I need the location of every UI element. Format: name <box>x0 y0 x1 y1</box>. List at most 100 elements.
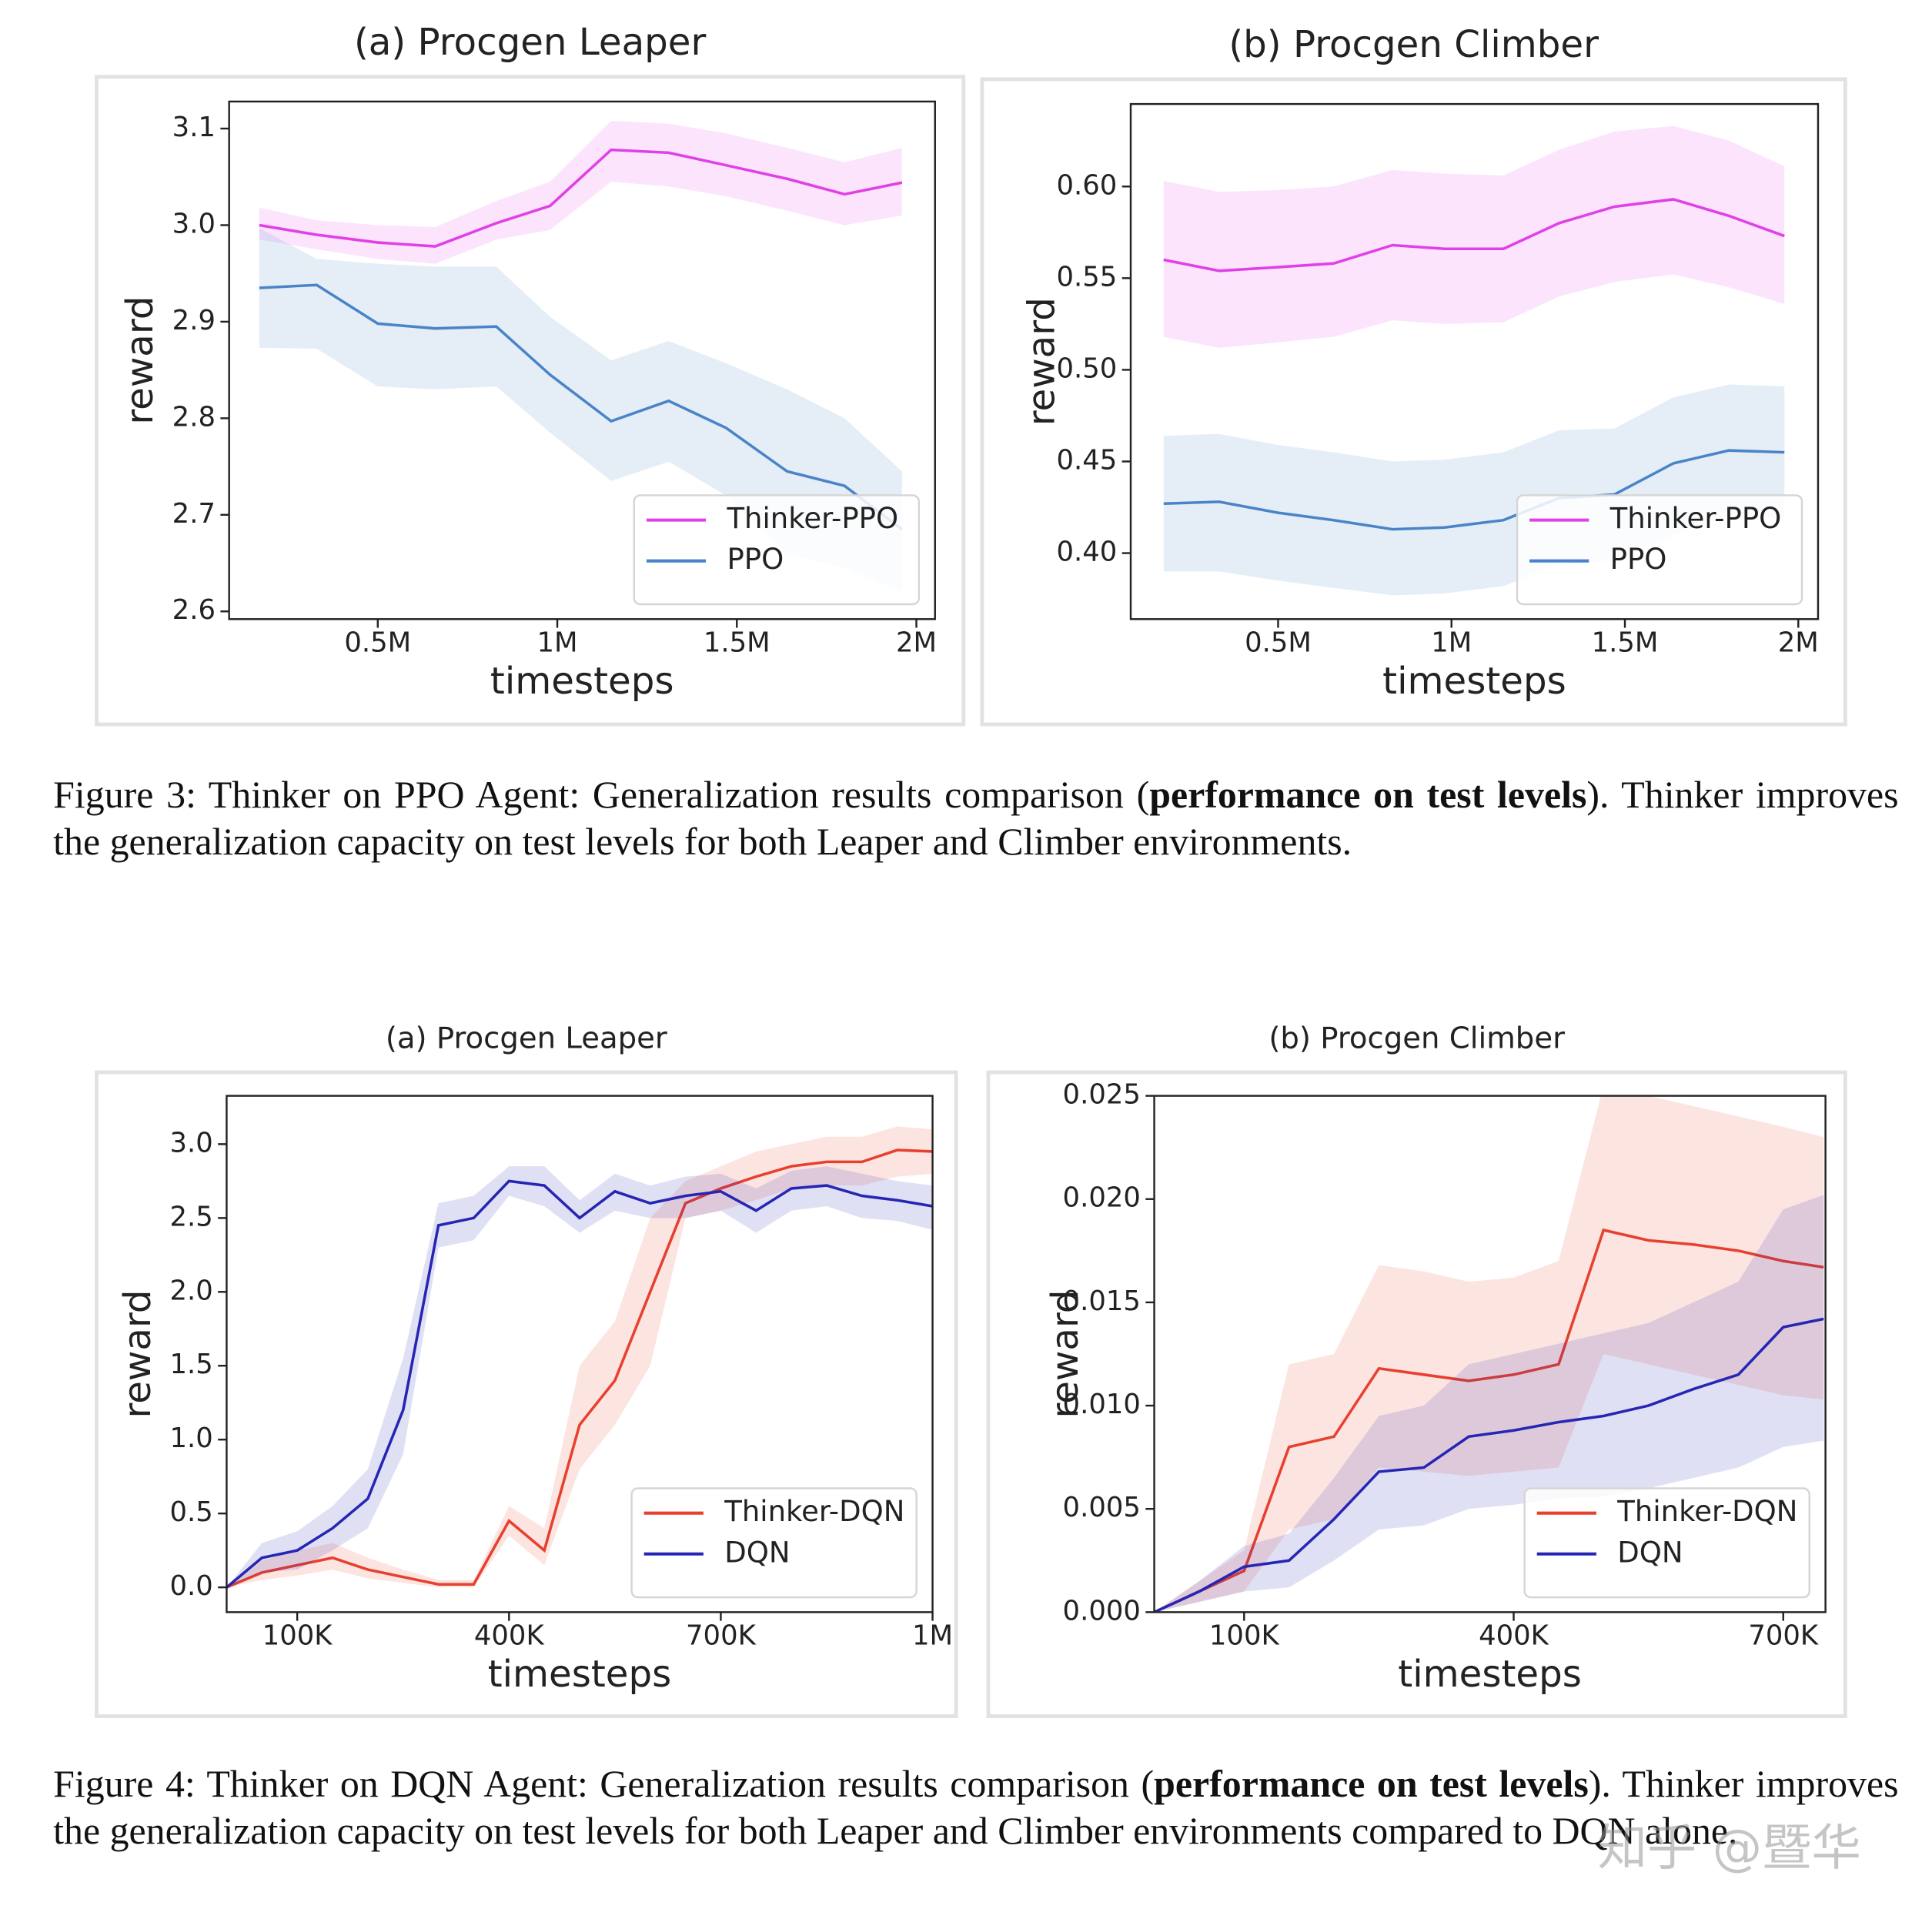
legend-box <box>633 494 921 606</box>
y-tick-label: 2.0 <box>169 1275 212 1306</box>
x-tick-label: 1M <box>1431 627 1472 658</box>
y-tick-label: 0.025 <box>1063 1079 1141 1111</box>
x-tick-label: 2M <box>896 627 937 658</box>
x-tick-label: 400K <box>474 1620 545 1652</box>
y-tick-label: 3.0 <box>169 1127 212 1158</box>
x-tick-label: 1.5M <box>704 627 770 658</box>
watermark: 知乎 @暨华 <box>1597 1820 1861 1877</box>
x-axis-label: timesteps <box>1398 1653 1582 1696</box>
legend-label: Thinker-PPO <box>726 502 898 535</box>
chart-title: (a) Procgen Leaper <box>386 1021 667 1056</box>
line <box>226 1179 933 1589</box>
line <box>1163 198 1785 272</box>
line <box>1154 1317 1824 1613</box>
legend-box <box>1523 1487 1810 1599</box>
legend-box <box>630 1487 918 1599</box>
y-tick-label: 1.0 <box>169 1423 212 1454</box>
band <box>226 1126 933 1588</box>
x-tick-label: 100K <box>1209 1620 1280 1652</box>
y-axis-label: reward <box>116 1289 159 1418</box>
axes-frame <box>1129 102 1820 620</box>
line <box>259 283 903 531</box>
y-tick-label: 0.45 <box>1057 444 1118 476</box>
caption-text: ). Thinker improves the generalization c… <box>53 772 1899 864</box>
y-tick-label: 0.000 <box>1063 1595 1141 1626</box>
band <box>1154 1095 1824 1613</box>
x-axis-label: timesteps <box>1382 660 1566 703</box>
panel-frame <box>980 77 1847 727</box>
x-tick-label: 2M <box>1778 627 1819 658</box>
y-tick-label: 3.0 <box>172 208 216 239</box>
x-axis-label: timesteps <box>488 1653 672 1696</box>
band <box>259 120 902 264</box>
y-tick-label: 2.9 <box>172 305 216 336</box>
y-tick-label: 2.8 <box>172 401 216 433</box>
band <box>1154 1195 1824 1613</box>
y-axis-label: reward <box>119 296 162 425</box>
line <box>259 148 903 248</box>
x-axis-label: timesteps <box>490 660 674 703</box>
y-tick-label: 3.1 <box>172 112 216 143</box>
band <box>226 1166 933 1588</box>
x-tick-label: 1M <box>537 627 578 658</box>
plot-area <box>1154 1095 1824 1613</box>
x-tick-label: 0.5M <box>344 627 411 658</box>
y-tick-label: 1.5 <box>169 1349 212 1380</box>
caption-label: Figure 3: <box>53 772 196 817</box>
legend-label: PPO <box>727 543 784 576</box>
y-tick-label: 0.015 <box>1063 1285 1141 1317</box>
caption: Figure 3: Thinker on PPO Agent: Generali… <box>53 771 1898 865</box>
caption-text: ). Thinker improves the generalization c… <box>53 1762 1899 1853</box>
y-tick-label: 2.5 <box>169 1201 212 1232</box>
legend-box <box>1516 494 1803 606</box>
chart-title: (a) Procgen Leaper <box>354 21 707 64</box>
caption: Figure 4: Thinker on DQN Agent: Generali… <box>53 1760 1898 1854</box>
axes-frame <box>228 100 936 620</box>
y-tick-label: 2.7 <box>172 498 216 530</box>
legend-label: Thinker-PPO <box>1609 502 1782 535</box>
line <box>1154 1228 1824 1613</box>
plot-area <box>226 1126 933 1589</box>
x-tick-label: 700K <box>686 1620 757 1652</box>
y-tick-label: 0.55 <box>1057 261 1118 293</box>
y-tick-label: 0.60 <box>1057 169 1118 201</box>
y-tick-label: 0.5 <box>169 1496 212 1528</box>
x-tick-label: 0.5M <box>1245 627 1312 658</box>
band <box>1163 125 1785 348</box>
legend-label: Thinker-DQN <box>1616 1495 1797 1528</box>
caption-text: Thinker on PPO Agent: Generalization res… <box>208 772 1150 817</box>
line <box>226 1148 933 1589</box>
y-tick-label: 0.0 <box>169 1570 212 1602</box>
y-tick-label: 0.50 <box>1057 353 1118 384</box>
chart-title: (b) Procgen Climber <box>1269 1021 1565 1056</box>
y-axis-label: reward <box>1020 297 1063 426</box>
chart-title: (b) Procgen Climber <box>1228 23 1599 66</box>
caption-bold: performance on test levels <box>1149 772 1587 817</box>
legend-label: DQN <box>1617 1536 1683 1569</box>
panel-frame <box>986 1070 1847 1718</box>
caption-text: Thinker on DQN Agent: Generalization res… <box>206 1762 1155 1806</box>
legend-label: DQN <box>724 1536 790 1569</box>
caption-label: Figure 4: <box>53 1762 196 1806</box>
x-tick-label: 400K <box>1479 1620 1549 1652</box>
legend-label: PPO <box>1610 543 1667 576</box>
axes-frame <box>1153 1095 1827 1613</box>
panel-frame <box>95 1070 958 1718</box>
axes-frame <box>226 1095 934 1613</box>
panel-frame <box>95 75 966 727</box>
legend-label: Thinker-DQN <box>724 1495 904 1528</box>
caption-bold: performance on test levels <box>1154 1762 1589 1806</box>
y-tick-label: 2.6 <box>172 594 216 626</box>
y-tick-label: 0.005 <box>1063 1492 1141 1523</box>
y-axis-label: reward <box>1044 1289 1087 1418</box>
x-tick-label: 1.5M <box>1592 627 1659 658</box>
y-tick-label: 0.40 <box>1057 537 1118 568</box>
y-tick-label: 0.010 <box>1063 1389 1141 1420</box>
y-tick-label: 0.020 <box>1063 1182 1141 1214</box>
x-tick-label: 1M <box>912 1620 953 1652</box>
x-tick-label: 100K <box>262 1620 333 1652</box>
x-tick-label: 700K <box>1748 1620 1819 1652</box>
